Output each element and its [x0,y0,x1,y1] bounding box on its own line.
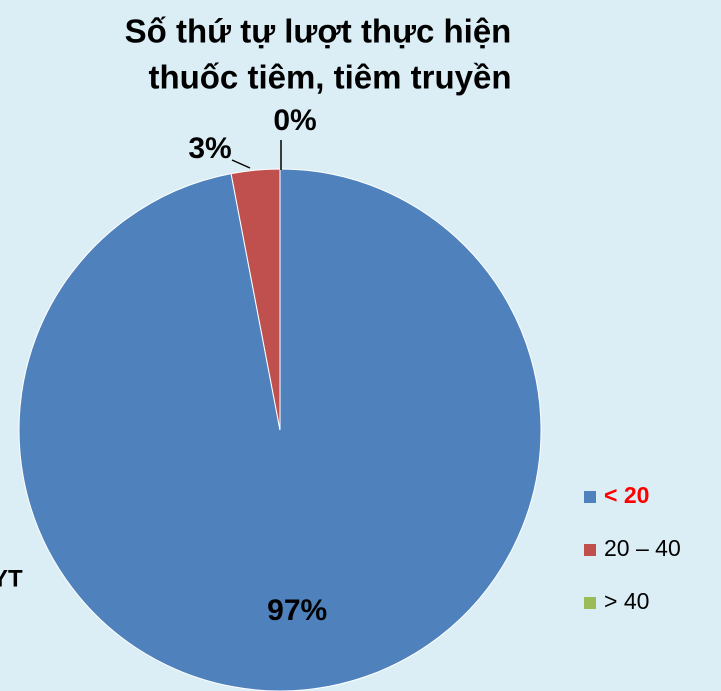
legend-swatch [584,491,596,503]
chart-title: thuốc tiêm, tiêm truyền [148,59,511,96]
data-label: 3% [188,132,231,165]
data-label: 0% [273,104,316,137]
annotation: YT [0,565,23,592]
legend-label: < 20 [604,482,649,508]
legend-swatch [584,544,596,556]
leader-line [231,159,251,169]
legend-label: 20 – 40 [604,535,681,561]
chart-title: Số thứ tự lượt thực hiện [125,13,512,50]
data-label: 97% [267,594,327,627]
legend-swatch [584,597,596,609]
legend-label: > 40 [604,588,649,614]
pie-slice [230,168,281,431]
